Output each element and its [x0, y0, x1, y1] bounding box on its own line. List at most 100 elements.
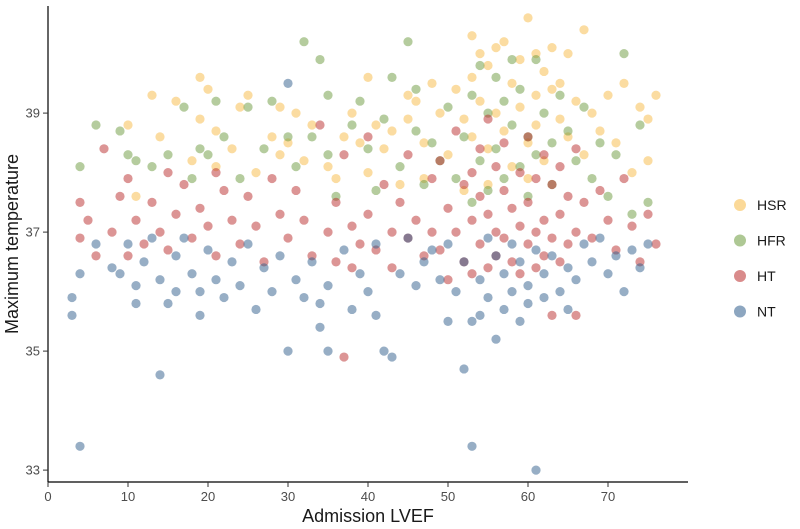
data-point-hsr — [251, 168, 261, 178]
data-point-ht — [515, 221, 525, 231]
data-point-hsr — [643, 114, 653, 124]
data-point-hfr — [147, 162, 157, 172]
data-point-nt — [531, 245, 541, 255]
data-point-ht — [331, 257, 341, 267]
data-point-nt — [131, 281, 141, 291]
data-point-ht — [339, 150, 349, 160]
data-point-nt — [323, 346, 333, 356]
data-point-nt — [643, 239, 653, 249]
data-point-nt — [571, 275, 581, 285]
data-point-nt — [115, 269, 125, 279]
data-point-ht — [547, 179, 557, 190]
data-point-hsr — [475, 96, 485, 106]
y-axis-title: Maximum temperature — [2, 154, 22, 334]
data-point-hsr — [123, 120, 133, 130]
data-point-hfr — [467, 90, 477, 100]
x-axis-title: Admission LVEF — [302, 506, 434, 526]
data-point-ht — [555, 162, 565, 172]
y-tick-label: 35 — [26, 344, 40, 359]
data-point-nt — [171, 287, 181, 297]
data-point-hsr — [467, 31, 477, 41]
data-point-nt — [587, 257, 597, 267]
series-hfr — [75, 37, 653, 219]
data-point-ht — [107, 227, 117, 237]
data-point-hfr — [579, 102, 589, 112]
data-point-ht — [187, 233, 197, 243]
data-point-hfr — [355, 96, 365, 106]
data-point-ht — [403, 150, 413, 160]
data-point-hfr — [611, 150, 621, 160]
data-point-hsr — [571, 96, 581, 106]
data-point-hfr — [563, 126, 573, 136]
data-point-hsr — [267, 132, 277, 142]
data-point-hsr — [379, 144, 389, 154]
legend-marker-hsr — [734, 199, 746, 211]
data-point-hfr — [515, 84, 525, 94]
data-point-ht — [387, 227, 397, 237]
data-point-hfr — [499, 173, 509, 184]
data-point-hsr — [155, 132, 165, 142]
data-point-nt — [355, 269, 365, 279]
data-point-ht — [267, 173, 277, 184]
data-point-nt — [379, 346, 389, 356]
data-point-hsr — [507, 78, 517, 88]
data-point-ht — [579, 197, 589, 207]
data-point-ht — [619, 173, 629, 184]
data-point-hsr — [235, 102, 245, 112]
data-point-hsr — [547, 84, 557, 94]
data-point-nt — [539, 292, 549, 303]
data-point-ht — [347, 263, 357, 273]
data-point-ht — [115, 191, 125, 201]
data-point-hfr — [411, 84, 421, 94]
data-point-hsr — [483, 144, 493, 154]
data-point-ht — [99, 144, 109, 154]
data-point-hfr — [235, 173, 245, 184]
data-point-hfr — [499, 96, 509, 106]
data-point-nt — [371, 239, 381, 249]
data-point-nt — [267, 287, 277, 297]
data-point-ht — [523, 132, 533, 142]
data-point-ht — [627, 221, 637, 231]
data-point-hfr — [459, 132, 469, 142]
legend-item-ht: HT — [734, 268, 776, 284]
data-point-hsr — [355, 138, 365, 148]
data-point-hfr — [379, 114, 389, 124]
data-point-nt — [203, 245, 213, 255]
series-ht — [75, 114, 661, 362]
data-point-hsr — [491, 108, 501, 118]
data-point-nt — [315, 298, 325, 309]
x-tick-label: 60 — [521, 489, 535, 504]
data-point-nt — [227, 257, 237, 267]
data-point-hsr — [547, 43, 557, 53]
y-axis-ticks: 33 35 37 39 — [26, 106, 48, 478]
data-point-nt — [67, 292, 77, 303]
y-tick-label: 33 — [26, 463, 40, 478]
data-point-hfr — [411, 126, 421, 136]
data-point-nt — [443, 316, 453, 326]
data-point-nt — [563, 304, 573, 315]
data-point-nt — [67, 310, 77, 320]
data-point-hfr — [483, 185, 493, 196]
data-point-hsr — [651, 90, 661, 100]
data-point-ht — [499, 185, 509, 196]
data-point-hsr — [467, 132, 477, 142]
data-point-nt — [547, 251, 557, 261]
data-point-nt — [475, 275, 485, 285]
data-point-ht — [563, 191, 573, 201]
data-point-hsr — [579, 25, 589, 35]
data-point-hfr — [123, 150, 133, 160]
x-tick-label: 0 — [44, 489, 51, 504]
data-point-nt — [283, 346, 293, 356]
data-point-ht — [475, 144, 485, 154]
data-point-ht — [491, 162, 501, 172]
data-point-ht — [91, 251, 101, 261]
data-point-ht — [563, 239, 573, 249]
data-point-ht — [651, 239, 661, 249]
data-point-nt — [523, 298, 533, 309]
data-point-ht — [395, 197, 405, 207]
data-point-nt — [171, 251, 181, 261]
data-point-hsr — [331, 173, 341, 184]
data-point-ht — [555, 257, 565, 267]
data-point-nt — [419, 257, 429, 267]
data-point-hsr — [595, 126, 605, 136]
